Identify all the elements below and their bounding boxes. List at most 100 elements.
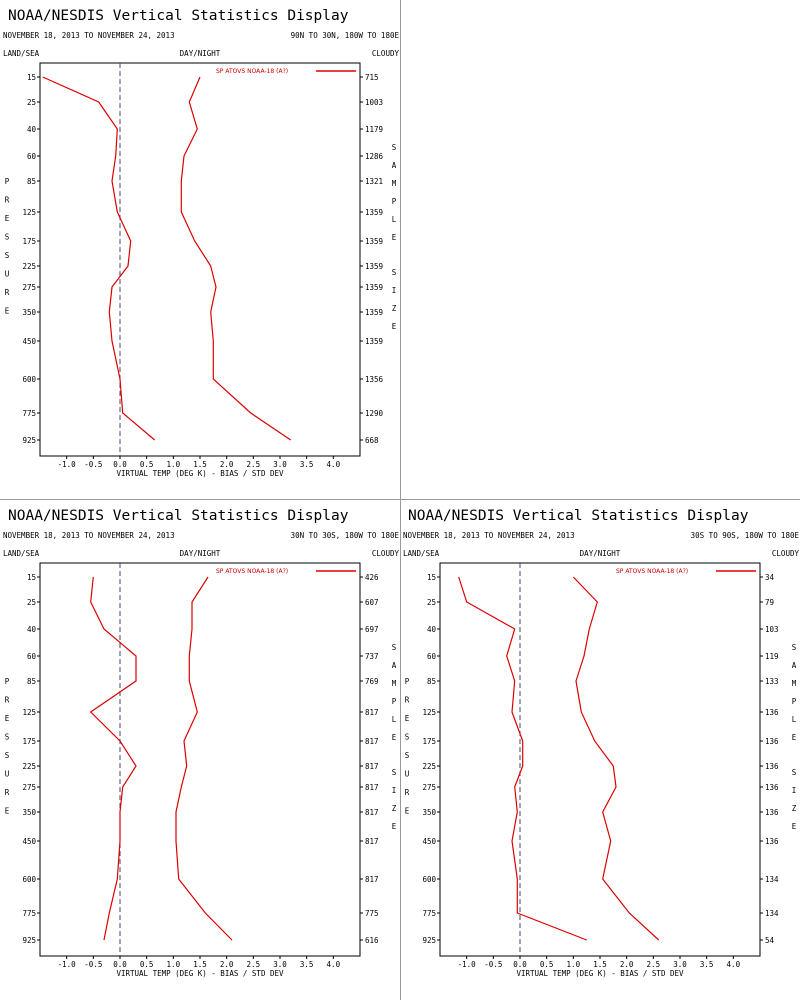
sample-size-label: 133 xyxy=(765,677,779,686)
sample-size-label: 34 xyxy=(765,573,775,582)
sample-size-label: 136 xyxy=(765,762,779,771)
sample-size-label: 668 xyxy=(365,436,379,445)
sample-size-label: 134 xyxy=(765,909,779,918)
ylabel-char: P xyxy=(5,677,10,686)
x-tick-label: 1.5 xyxy=(193,960,207,969)
sample-size-label: 769 xyxy=(365,677,379,686)
ylabel-char: U xyxy=(5,770,10,779)
bias-series-line xyxy=(89,576,137,941)
sample-size-label: 426 xyxy=(365,573,379,582)
x-tick-label: -0.5 xyxy=(484,960,502,969)
pressure-tick-label: 925 xyxy=(422,936,436,945)
pressure-tick-label: 60 xyxy=(27,152,37,161)
sample-size-label: 1359 xyxy=(365,308,383,317)
chart-svg: NOAA/NESDIS Vertical Statistics Display N… xyxy=(3,508,400,978)
chart-svg: NOAA/NESDIS Vertical Statistics Display N… xyxy=(403,508,800,978)
ylabel-char: S xyxy=(5,751,10,760)
pressure-tick-label: 85 xyxy=(27,677,36,686)
pressure-tick-label: 350 xyxy=(422,808,436,817)
sample-size-axis-char: M xyxy=(392,679,397,688)
x-tick-label: -0.5 xyxy=(84,460,102,469)
pressure-tick-label: 275 xyxy=(422,783,436,792)
ylabel-char: E xyxy=(5,714,10,723)
pressure-tick-label: 275 xyxy=(22,783,36,792)
pressure-tick-label: 40 xyxy=(27,125,37,134)
pressure-tick-label: 15 xyxy=(27,73,36,82)
land-sea-label: LAND/SEA xyxy=(3,549,40,558)
ylabel-char: S xyxy=(5,233,10,242)
x-tick-label: 1.0 xyxy=(167,460,181,469)
vertical-stats-panel-1: NOAA/NESDIS Vertical Statistics Display N… xyxy=(0,0,400,500)
sample-size-label: 817 xyxy=(365,708,379,717)
sample-size-axis-char: S xyxy=(792,643,797,652)
pressure-tick-label: 275 xyxy=(22,283,36,292)
x-axis-label: VIRTUAL TEMP (DEG K) - BIAS / STD DEV xyxy=(116,969,284,978)
sample-size-axis-char: Z xyxy=(392,304,397,313)
x-tick-label: -1.0 xyxy=(458,960,477,969)
pressure-tick-label: 225 xyxy=(22,762,36,771)
land-sea-label: LAND/SEA xyxy=(3,49,40,58)
chart-title: NOAA/NESDIS Vertical Statistics Display xyxy=(8,8,349,24)
x-tick-label: 3.0 xyxy=(273,460,287,469)
panel-divider-horizontal xyxy=(0,499,800,500)
sample-size-axis-char: E xyxy=(392,733,397,742)
sample-size-axis-char: Z xyxy=(392,804,397,813)
sample-size-label: 1359 xyxy=(365,337,383,346)
ylabel-char: E xyxy=(405,714,410,723)
legend-text: SP ATOVS NOAA-18 (A?) xyxy=(216,568,288,575)
x-tick-label: 2.0 xyxy=(620,960,634,969)
ylabel-char: P xyxy=(405,677,410,686)
pressure-tick-label: 25 xyxy=(27,98,36,107)
ylabel-char: R xyxy=(5,788,10,797)
pressure-tick-label: 350 xyxy=(22,308,36,317)
sample-size-label: 817 xyxy=(365,737,379,746)
ylabel-char: S xyxy=(405,751,410,760)
sample-size-label: 1359 xyxy=(365,208,383,217)
pressure-tick-label: 125 xyxy=(22,208,36,217)
pressure-tick-label: 175 xyxy=(22,737,36,746)
sample-size-label: 134 xyxy=(765,875,779,884)
pressure-tick-label: 450 xyxy=(422,837,436,846)
pressure-tick-label: 450 xyxy=(22,837,36,846)
x-tick-label: 0.5 xyxy=(140,960,154,969)
x-tick-label: 1.0 xyxy=(167,960,181,969)
plot-frame xyxy=(39,562,361,957)
stddev-series-line xyxy=(180,76,292,441)
x-axis-label: VIRTUAL TEMP (DEG K) - BIAS / STD DEV xyxy=(516,969,684,978)
ylabel-char: E xyxy=(5,807,10,816)
pressure-tick-label: 125 xyxy=(22,708,36,717)
pressure-tick-label: 225 xyxy=(22,262,36,271)
chart-svg: NOAA/NESDIS Vertical Statistics Display N… xyxy=(3,8,400,478)
region-label: 30S TO 90S, 180W TO 180E xyxy=(691,531,800,540)
pressure-tick-label: 775 xyxy=(22,909,36,918)
plot-frame xyxy=(439,562,761,957)
region-label: 90N TO 30N, 180W TO 180E xyxy=(291,31,400,40)
legend-text: SP ATOVS NOAA-18 (A?) xyxy=(616,568,688,575)
land-sea-label: LAND/SEA xyxy=(403,549,440,558)
ylabel-char: R xyxy=(405,696,410,705)
sample-size-label: 1359 xyxy=(365,237,383,246)
cloudy-label: CLOUDY xyxy=(372,549,400,558)
sample-size-label: 136 xyxy=(765,708,779,717)
sample-size-axis-char: P xyxy=(792,697,797,706)
sample-size-label: 697 xyxy=(365,625,379,634)
sample-size-axis-char: S xyxy=(792,768,797,777)
sample-size-label: 1321 xyxy=(365,177,383,186)
pressure-tick-label: 25 xyxy=(27,598,36,607)
pressure-tick-label: 175 xyxy=(422,737,436,746)
sample-size-axis-char: I xyxy=(392,786,397,795)
ylabel-char: E xyxy=(5,307,10,316)
sample-size-axis-char: L xyxy=(392,715,397,724)
stddev-series-line xyxy=(572,576,660,941)
sample-size-label: 1359 xyxy=(365,262,383,271)
x-tick-label: 0.0 xyxy=(113,960,127,969)
ylabel-char: S xyxy=(405,733,410,742)
sample-size-label: 817 xyxy=(365,837,379,846)
sample-size-label: 817 xyxy=(365,783,379,792)
sample-size-axis-char: A xyxy=(792,661,797,670)
x-tick-label: 4.0 xyxy=(727,960,741,969)
sample-size-axis-char: E xyxy=(392,822,397,831)
ylabel-char: R xyxy=(405,788,410,797)
x-tick-label: 0.5 xyxy=(540,960,554,969)
sample-size-axis-char: L xyxy=(392,215,397,224)
